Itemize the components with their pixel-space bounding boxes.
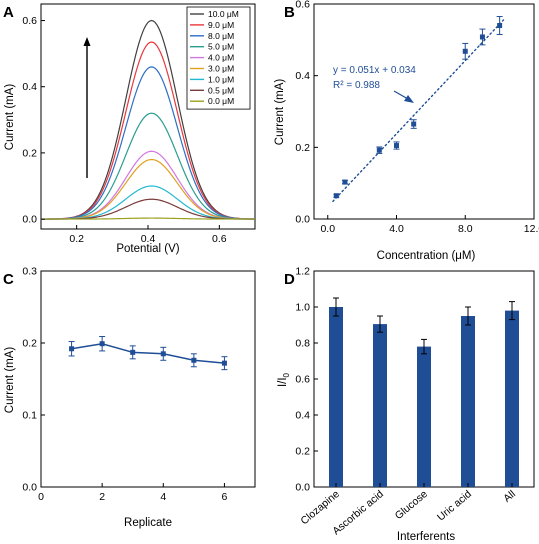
- plot-frame-b: [313, 3, 535, 220]
- x-axis-label-c: Replicate: [124, 517, 172, 529]
- data-point: [411, 121, 417, 127]
- d-x-tick-label: Glucose: [393, 488, 430, 522]
- bar: [373, 324, 387, 487]
- legend-label: 0.0 μM: [208, 96, 234, 106]
- panel-label-a: A: [3, 4, 14, 21]
- legend-label: 4.0 μM: [208, 53, 234, 63]
- y-axis-label-b: Current (mA): [274, 79, 286, 146]
- replicate-line: [71, 342, 225, 364]
- data-point: [394, 143, 399, 149]
- c-x-tick-label: 6: [222, 491, 228, 503]
- d-y-tick-label: 0.2: [295, 446, 310, 458]
- data-point: [342, 179, 348, 185]
- legend-label: 0.5 μM: [208, 85, 234, 95]
- y-axis-label-c: Current (mA): [4, 347, 16, 414]
- c-y-tick-label: 0.1: [22, 410, 37, 422]
- a-x-tick-label: 0.2: [69, 233, 84, 245]
- legend-a: 10.0 μM9.0 μM8.0 μM5.0 μM4.0 μM3.0 μM1.0…: [186, 6, 251, 110]
- plot-frame-c: [40, 270, 256, 488]
- panel-label-d: D: [284, 271, 295, 288]
- y-axis-label-d-main: I/I: [277, 377, 289, 387]
- increase-arrow: [83, 37, 91, 178]
- a-y-tick-label: 0.6: [22, 15, 37, 27]
- c-y-tick-label: 0.0: [22, 482, 37, 494]
- y-axis-label-a: Current (mA): [4, 84, 16, 151]
- curve-1-0uM: [41, 185, 255, 220]
- data-point: [191, 357, 197, 363]
- legend-label: 10.0 μM: [208, 9, 239, 19]
- fit-line: [332, 17, 506, 203]
- a-y-tick-label: 0.0: [22, 214, 37, 226]
- bar: [461, 316, 475, 487]
- curve-4-0uM: [40, 150, 255, 220]
- data-point: [69, 346, 75, 352]
- b-x-tick-label: 4.0: [389, 223, 404, 235]
- b-y-tick-label: 0.6: [295, 0, 310, 11]
- d-y-tick-label: 0.8: [295, 338, 310, 350]
- data-point: [99, 341, 105, 347]
- d-x-tick-label: All: [501, 488, 518, 505]
- fit-r-squared: R² = 0.988: [333, 80, 380, 91]
- bar: [505, 310, 519, 487]
- d-x-tick-label: Clozapine: [298, 488, 342, 527]
- x-axis-label-a: Potential (V): [116, 243, 179, 255]
- curve-0-0uM: [41, 217, 255, 220]
- c-y-tick-label: 0.2: [22, 338, 37, 350]
- curve-8-0uM: [40, 66, 256, 220]
- b-x-tick-label: 12.0: [524, 223, 539, 235]
- d-y-tick-label: 0.0: [295, 482, 310, 494]
- d-y-tick-label: 1.0: [295, 302, 310, 314]
- panel-label-c: C: [3, 271, 14, 288]
- bar: [329, 307, 343, 487]
- a-x-tick-label: 0.4: [141, 233, 156, 245]
- b-y-tick-label: 0.2: [295, 142, 310, 154]
- b-x-tick-label: 8.0: [458, 223, 473, 235]
- c-x-tick-label: 2: [99, 491, 105, 503]
- a-y-tick-label: 0.4: [22, 81, 37, 93]
- data-point: [221, 360, 227, 366]
- d-x-tick-label: Uric acid: [435, 488, 474, 524]
- c-x-tick-label: 4: [160, 491, 166, 503]
- c-x-tick-label: 0: [38, 491, 44, 503]
- legend-label: 8.0 μM: [208, 31, 234, 41]
- panel-a: A 10.0 μM9.0 μM8.0 μM5.0 μM4.0 μM3.0 μM1…: [3, 3, 256, 255]
- d-y-tick-label: 0.6: [295, 374, 310, 386]
- y-axis-label-d-sub: 0: [282, 372, 291, 377]
- panel-c: C 0 2 4 6 0.0 0.1 0.2 0.3 Replicate Current (mA…: [3, 266, 256, 529]
- panel-label-b: B: [284, 4, 295, 21]
- y-axis-label-d: I/I0: [277, 372, 291, 387]
- x-axis-label-b: Concentration (μM): [377, 250, 476, 262]
- legend-label: 3.0 μM: [208, 64, 234, 74]
- bar: [417, 346, 431, 487]
- d-y-tick-label: 1.2: [295, 266, 310, 278]
- panel-b: B y = 0.051x + 0.034 R² = 0.988 0.0 4.0 8.…: [274, 0, 539, 262]
- data-point: [130, 349, 136, 355]
- data-point: [376, 147, 382, 153]
- b-y-tick-label: 0.4: [295, 70, 310, 82]
- d-y-tick-label: 0.4: [295, 410, 310, 422]
- legend-label: 5.0 μM: [208, 42, 234, 52]
- voltammogram-curves: [40, 19, 256, 220]
- data-point: [462, 48, 468, 54]
- data-point: [479, 34, 485, 40]
- x-axis-label-d: Interferents: [397, 531, 455, 543]
- c-y-tick-label: 0.3: [22, 266, 37, 278]
- legend-label: 1.0 μM: [208, 74, 234, 84]
- a-x-tick-label: 0.6: [212, 233, 227, 245]
- b-y-tick-label: 0.0: [295, 214, 310, 226]
- data-point: [160, 351, 166, 357]
- a-y-tick-label: 0.2: [22, 147, 37, 159]
- data-point: [497, 23, 503, 28]
- annotation-arrow: [393, 90, 414, 103]
- data-point: [333, 193, 339, 199]
- curve-3-0uM: [41, 158, 256, 220]
- fit-equation: y = 0.051x + 0.034: [333, 65, 416, 76]
- legend-label: 9.0 μM: [208, 20, 234, 30]
- curve-5-0uM: [41, 112, 256, 220]
- b-x-tick-label: 0.0: [320, 223, 335, 235]
